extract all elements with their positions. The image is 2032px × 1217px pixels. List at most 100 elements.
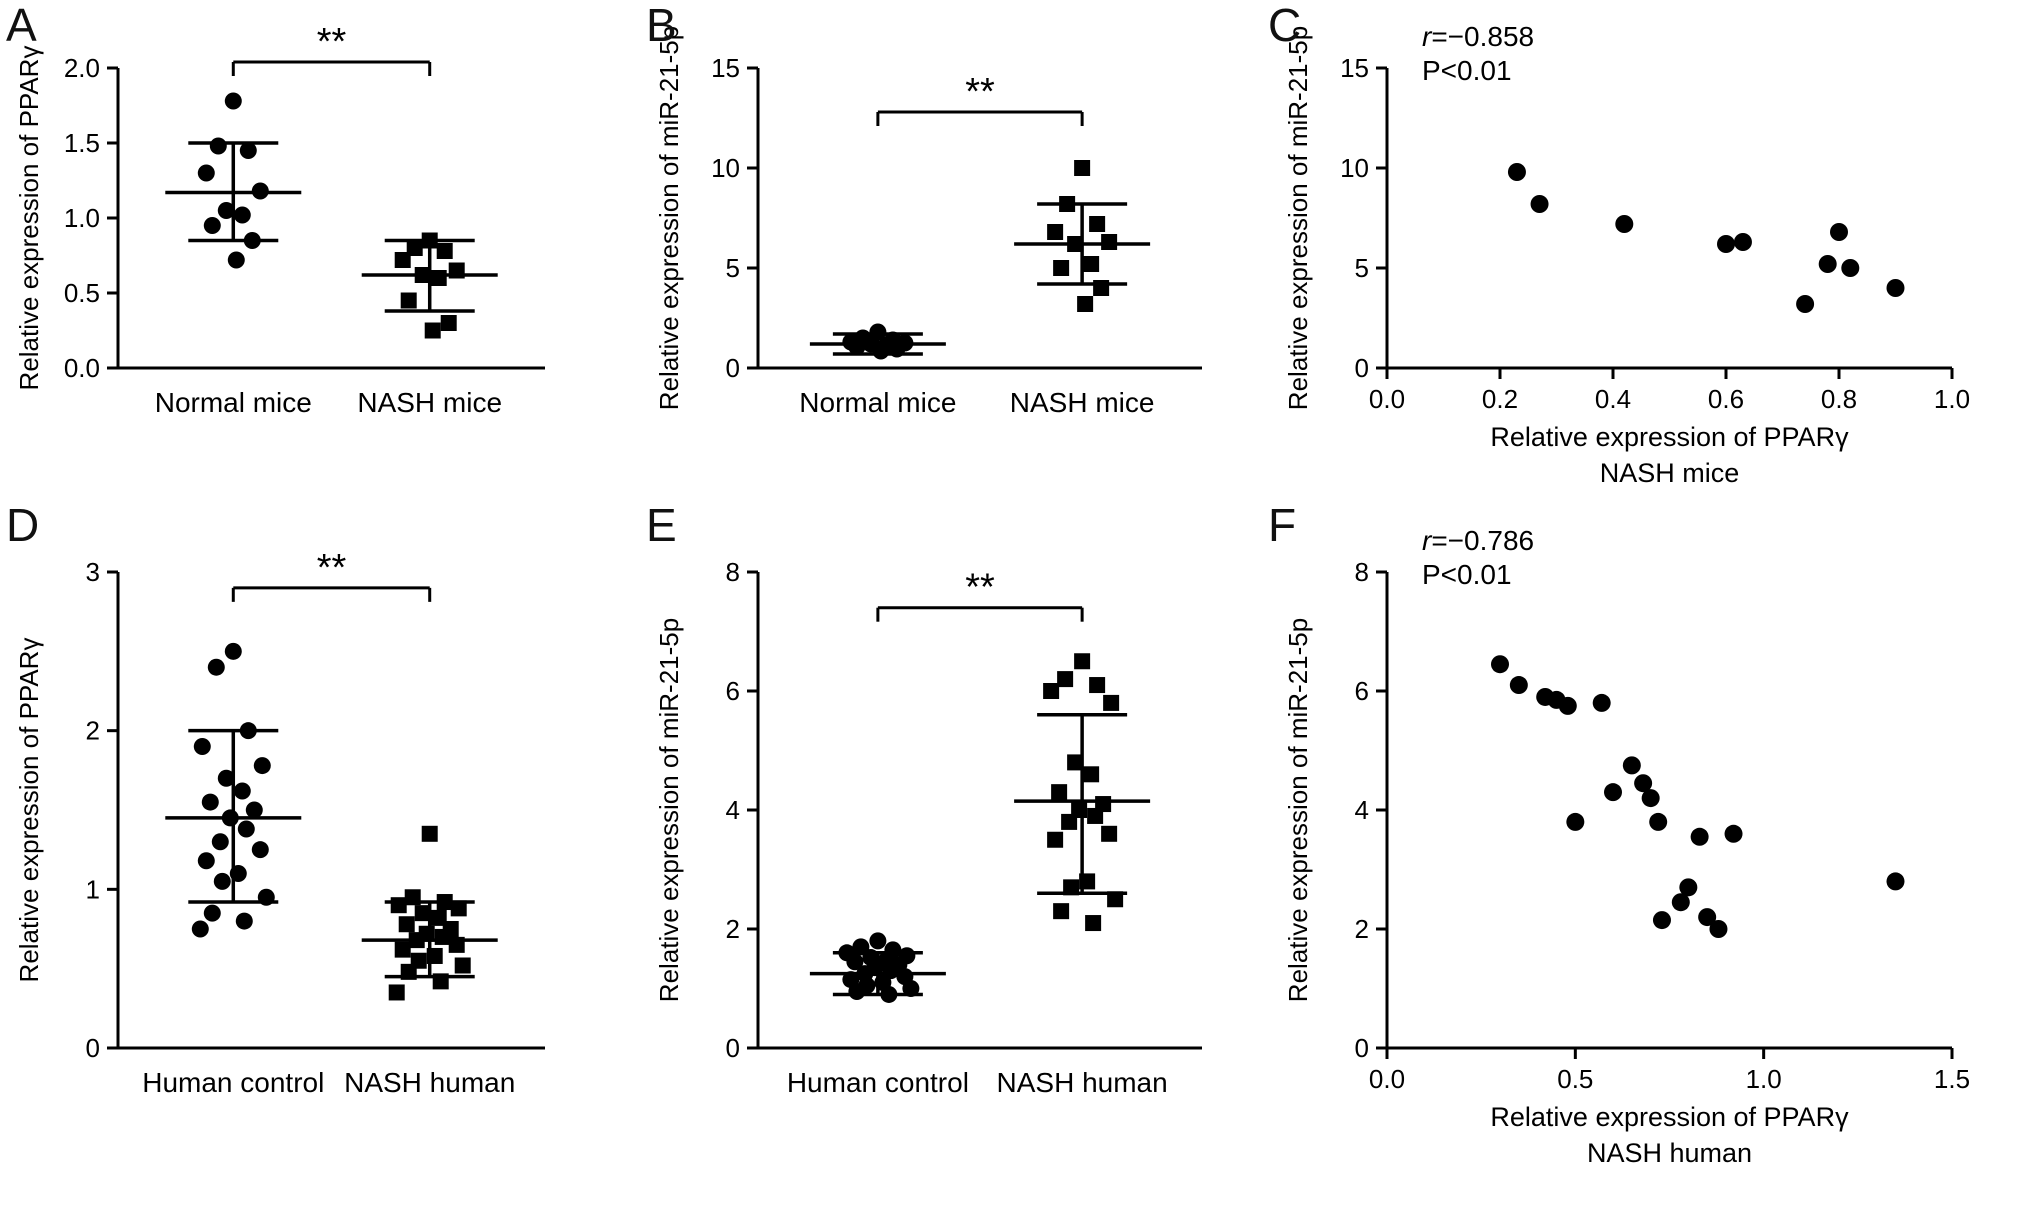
data-point-square (414, 267, 431, 283)
y-axis-title: Relative expression of miR-21-5p (1283, 26, 1313, 410)
data-point-square (1043, 683, 1060, 699)
y-tick-label: 2 (1355, 914, 1369, 944)
data-point-circle (213, 872, 231, 890)
significance-stars: ** (965, 71, 995, 113)
data-point-circle (846, 953, 864, 971)
y-tick-label: 15 (711, 53, 740, 83)
y-tick-label: 0 (726, 353, 740, 383)
data-point-circle (1592, 693, 1611, 712)
panel-f: F 0 2 4 6 8 Relative expression of miR-21-5p 0… (1262, 500, 2032, 1217)
data-point-circle (1622, 756, 1641, 775)
panel-b-label: B (646, 0, 677, 51)
data-point-square (1053, 260, 1070, 276)
data-point-square (1051, 784, 1068, 801)
group-label: NASH mice (1010, 387, 1155, 418)
data-point-circle (211, 833, 229, 851)
y-tick-label: 15 (1340, 53, 1369, 83)
panel-a-label: A (6, 0, 37, 51)
panel-e: E 0 2 4 6 8 Relative expression of miR-21-5p H… (640, 500, 1262, 1217)
y-tick-label: 0 (726, 1033, 740, 1063)
x-tick-label: 1.5 (1934, 1064, 1970, 1094)
data-point-circle (193, 738, 211, 756)
data-point-circle (1886, 279, 1905, 297)
data-point-square (424, 322, 441, 339)
data-point-circle (1604, 783, 1622, 802)
data-point-square (400, 292, 417, 309)
group-label: Normal mice (799, 387, 956, 418)
data-point-circle (253, 757, 271, 775)
data-point-circle (1698, 908, 1717, 927)
x-axis-title: Relative expression of PPARγ (1490, 422, 1849, 452)
data-point-circle (1491, 655, 1509, 674)
x-tick-label: 0.0 (1369, 1064, 1405, 1094)
panel-a-chart: 0.0 0.5 1.0 1.5 2.0 Relative expression of PP… (14, 21, 545, 418)
y-axis-title: Relative expression of PPARγ (14, 46, 44, 391)
panel-e-label: E (646, 499, 677, 551)
data-point-square (394, 252, 411, 268)
data-point-square (390, 897, 407, 914)
panel-f-chart: 0 2 4 6 8 Relative expression of miR-21-5p 0.0… (1283, 525, 1970, 1168)
y-axis-title: Relative expression of miR-21-5p (1283, 618, 1313, 1002)
data-point-circle (869, 932, 887, 950)
group-label: Human control (787, 1067, 969, 1098)
data-point-circle (1558, 696, 1577, 715)
y-tick-label: 0 (1355, 353, 1369, 383)
data-point-square (1053, 903, 1070, 920)
y-tick-label: 10 (711, 153, 740, 183)
y-tick-label: 0.5 (64, 278, 100, 308)
data-point-circle (239, 722, 257, 740)
panel-f-label: F (1268, 499, 1297, 551)
data-point-square (1074, 160, 1091, 176)
data-point-square (400, 963, 417, 980)
data-point-circle (1649, 812, 1668, 831)
data-point-square (394, 941, 411, 958)
data-point-square (1083, 766, 1100, 783)
y-tick-label: 5 (726, 253, 740, 283)
data-point-circle (1641, 789, 1660, 808)
y-tick-label: 8 (1355, 557, 1369, 587)
data-point-square (434, 928, 451, 945)
correlation-p-value: P<0.01 (1422, 55, 1512, 86)
data-point-square (1107, 891, 1124, 908)
data-point-square (404, 889, 421, 906)
y-tick-label: 2.0 (64, 53, 100, 83)
data-point-square (1047, 224, 1064, 240)
y-tick-label: 2 (86, 716, 100, 746)
y-tick-label: 10 (1340, 153, 1369, 183)
y-tick-label: 6 (1355, 676, 1369, 706)
data-point-circle (1724, 824, 1743, 843)
panel-a: A 0.0 0.5 1.0 1.5 2.0 Relative expression of … (0, 0, 640, 500)
x-tick-label: 0.4 (1595, 384, 1631, 414)
y-tick-label: 2 (726, 914, 740, 944)
group-label: Human control (142, 1067, 324, 1098)
data-point-circle (224, 92, 242, 110)
x-tick-label: 0.0 (1369, 384, 1405, 414)
data-point-circle (1671, 893, 1690, 912)
x-tick-label: 1.0 (1746, 1064, 1782, 1094)
data-point-square (1093, 280, 1110, 296)
data-point-circle (1652, 911, 1671, 930)
y-tick-label: 5 (1355, 253, 1369, 283)
y-axis-title: Relative expression of miR-21-5p (654, 26, 684, 410)
data-point-square (448, 262, 465, 279)
data-point-circle (1818, 255, 1837, 273)
data-point-circle (1709, 920, 1728, 938)
group-label: NASH human (997, 1067, 1168, 1098)
panel-c: C 0 5 10 15 Relative expression of miR-21-5p… (1262, 0, 2032, 500)
y-tick-label: 3 (86, 557, 100, 587)
data-point-square (432, 973, 449, 990)
data-point-circle (203, 217, 221, 234)
data-point-circle (1796, 295, 1815, 313)
panel-d-label: D (6, 499, 40, 551)
data-point-square (436, 894, 453, 911)
data-point-circle (191, 920, 209, 938)
data-point-square (1077, 296, 1094, 312)
group-label: Normal mice (155, 387, 312, 418)
data-point-square (1089, 677, 1106, 694)
data-point-square (1101, 825, 1118, 842)
data-point-circle (233, 782, 251, 800)
x-axis-title: Relative expression of PPARγ (1490, 1102, 1849, 1132)
data-point-circle (239, 142, 257, 159)
panel-b: B 0 5 10 15 Relative expression of miR-21-5p… (640, 0, 1262, 500)
